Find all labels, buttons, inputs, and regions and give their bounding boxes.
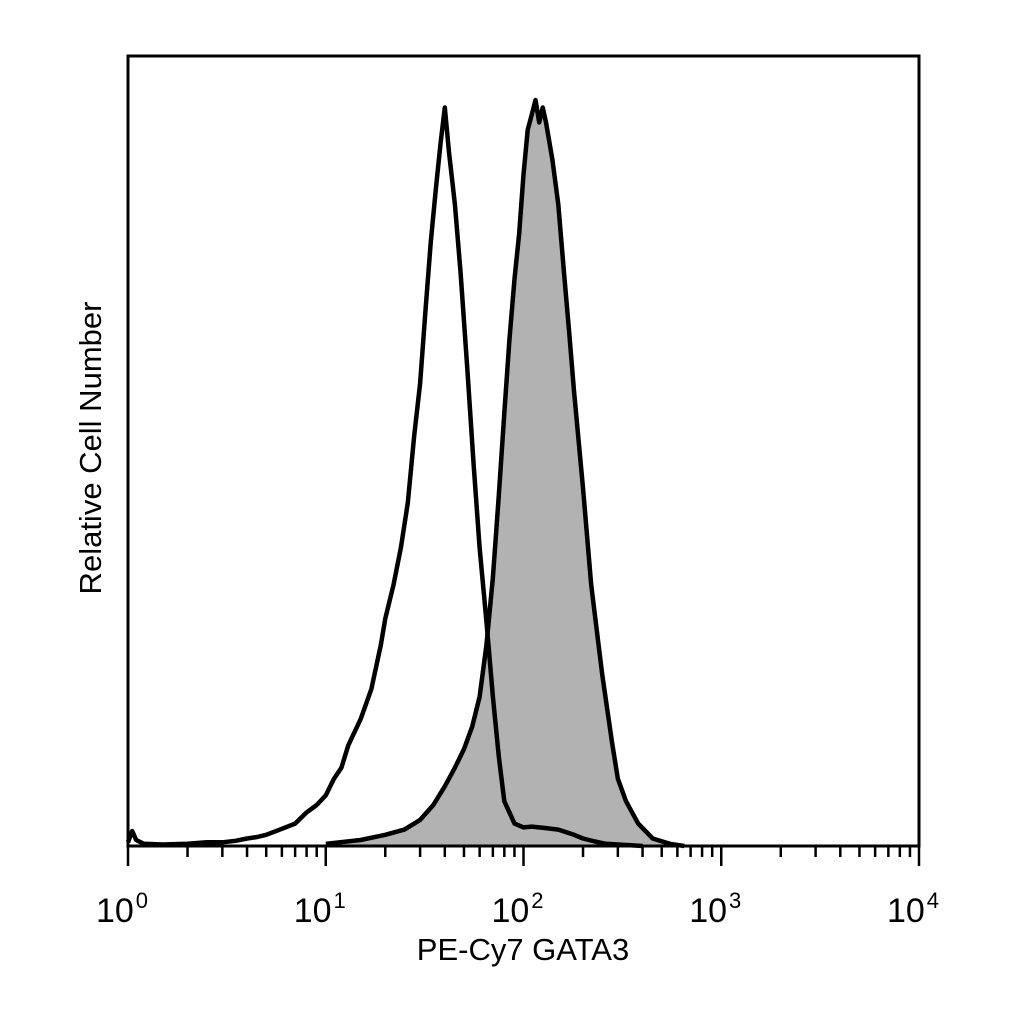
x-axis-ticks (126, 846, 921, 866)
x-tick-label: 104 (887, 888, 939, 930)
x-tick-label: 103 (689, 888, 741, 930)
x-tick-label: 100 (96, 888, 148, 930)
x-axis-tick-labels: 100 101 102 103 104 (96, 888, 939, 930)
series-GATA3-fill (325, 100, 685, 846)
x-axis-title: PE-Cy7 GATA3 (417, 932, 629, 967)
x-tick-label: 102 (491, 888, 543, 930)
x-tick-label: 101 (294, 888, 346, 930)
series-isotype-line (125, 105, 643, 849)
y-axis-title: Relative Cell Number (73, 302, 108, 595)
series-layer (125, 97, 685, 849)
series-GATA3-line (325, 97, 685, 849)
